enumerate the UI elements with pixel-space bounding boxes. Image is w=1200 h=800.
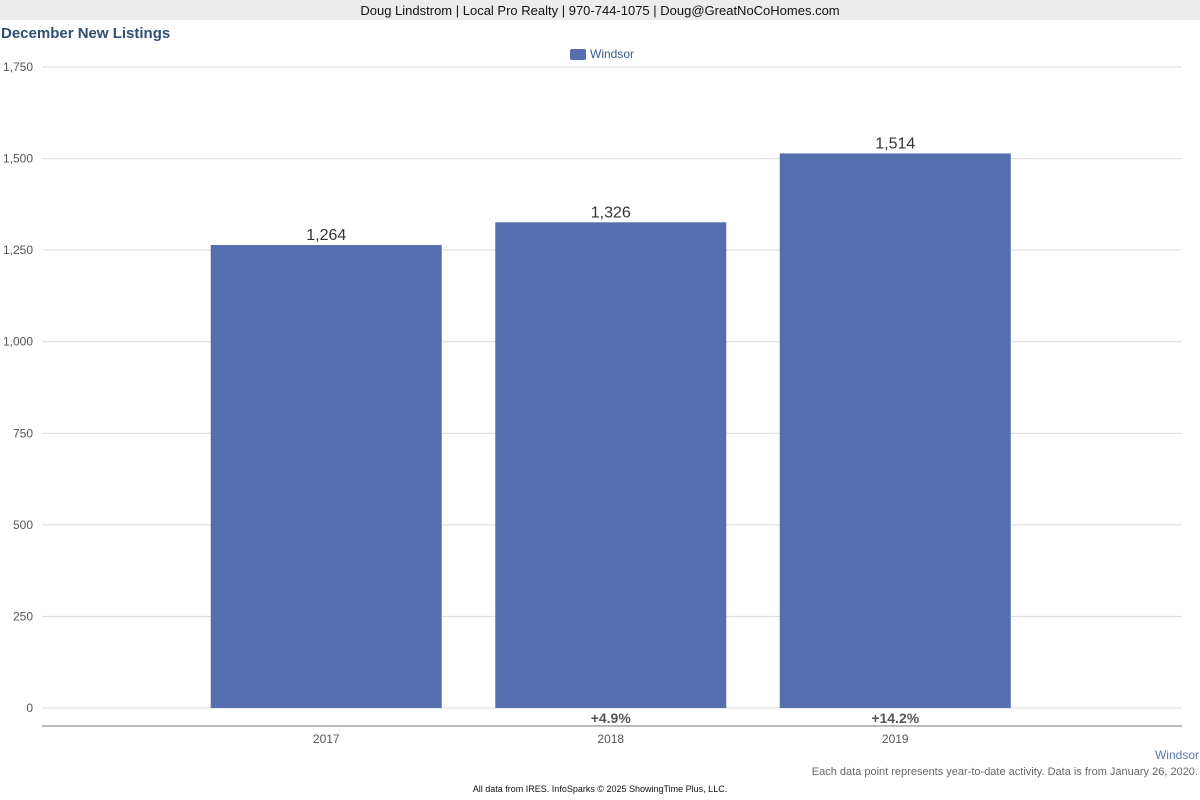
y-tick-label: 0 <box>26 701 33 715</box>
bar <box>495 222 727 708</box>
bar-value-label: 1,264 <box>306 227 346 244</box>
change-label: +4.9% <box>591 710 632 726</box>
y-tick-label: 1,000 <box>3 335 33 349</box>
header-bar: Doug Lindstrom | Local Pro Realty | 970-… <box>0 0 1200 20</box>
bar <box>779 153 1011 709</box>
y-tick-label: 1,750 <box>3 60 33 74</box>
change-label: +14.2% <box>871 710 919 726</box>
y-tick-label: 750 <box>13 426 33 440</box>
y-tick-label: 1,500 <box>3 152 33 166</box>
x-tick-label: 2018 <box>597 732 624 746</box>
bar-value-label: 1,326 <box>591 204 631 221</box>
y-tick-label: 500 <box>13 518 33 532</box>
footer-credit: All data from IRES. InfoSparks © 2025 Sh… <box>472 784 728 794</box>
legend[interactable]: Windsor <box>570 46 634 62</box>
chart-title: December New Listings <box>1 25 171 42</box>
bar <box>210 245 442 708</box>
bar-value-label: 1,514 <box>875 135 915 152</box>
y-tick-label: 1,250 <box>3 243 33 257</box>
header-contact-text: Doug Lindstrom | Local Pro Realty | 970-… <box>360 3 840 18</box>
footer-region-label[interactable]: Windsor <box>1154 748 1199 762</box>
x-tick-label: 2017 <box>313 732 340 746</box>
legend-label: Windsor <box>590 47 635 61</box>
x-tick-label: 2019 <box>882 732 909 746</box>
footer-note: Each data point represents year-to-date … <box>811 766 1198 778</box>
legend-swatch <box>570 48 586 60</box>
y-tick-label: 250 <box>13 609 33 623</box>
